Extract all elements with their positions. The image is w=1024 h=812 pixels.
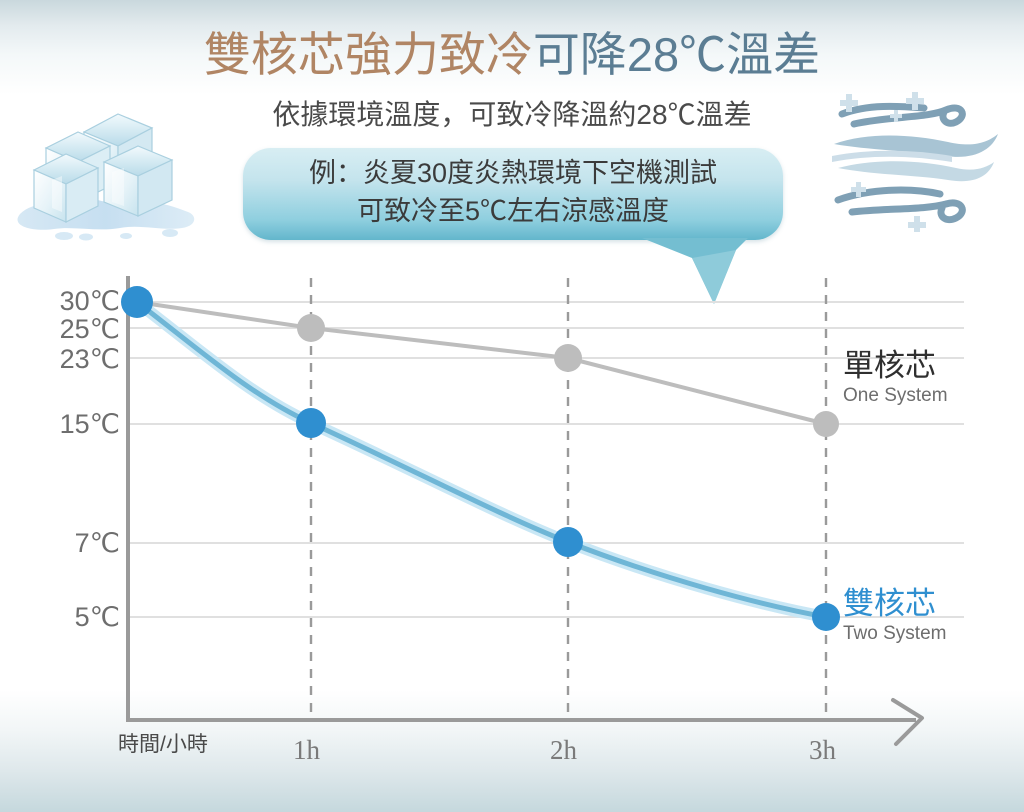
data-point (553, 527, 583, 557)
legend-one-system-cn: 單核芯 (843, 348, 936, 383)
legend-two-system-cn: 雙核芯 (843, 586, 936, 621)
chart-gridlines (128, 301, 964, 618)
y-axis-tick-labels: 30℃ 25℃ 23℃ 15℃ 7℃ 5℃ (20, 0, 120, 812)
data-point (554, 344, 582, 372)
x-tick-3h: 3h (809, 735, 836, 765)
y-tick-7: 7℃ (74, 528, 120, 558)
legend-two-system: 雙核芯 Two System (843, 586, 946, 646)
y-tick-15: 15℃ (59, 409, 120, 439)
series-two-system (121, 286, 840, 631)
callout-bubble: 例：炎夏30度炎熱環境下空機測試 可致冷至5℃左右涼感溫度 (243, 148, 783, 240)
chart-axes (126, 276, 924, 746)
data-point (812, 603, 840, 631)
y-tick-23: 23℃ (59, 344, 120, 374)
page-subtitle: 依據環境溫度，可致冷降溫約28℃溫差 (272, 99, 752, 130)
legend-one-system-en: One System (843, 385, 948, 406)
callout-line-1: 例：炎夏30度炎熱環境下空機測試 (308, 158, 718, 188)
data-point (297, 314, 325, 342)
series-one-system (136, 300, 839, 437)
data-point (813, 411, 839, 437)
data-point (121, 286, 153, 318)
ice-cubes-icon (12, 96, 212, 251)
y-tick-5: 5℃ (74, 602, 120, 632)
x-axis-caption: 時間/小時 (118, 733, 208, 756)
chart-vertical-guides (309, 278, 828, 718)
callout-line-2: 可致冷至5℃左右涼感溫度 (356, 196, 669, 226)
legend-two-system-en: Two System (843, 623, 947, 644)
y-tick-30: 30℃ (59, 286, 120, 316)
y-tick-25: 25℃ (59, 314, 120, 344)
wind-swirl-icon (828, 82, 1008, 234)
page-title-segment-accent: 可降28℃溫差 (532, 28, 821, 81)
x-tick-1h: 1h (293, 735, 320, 765)
data-point (296, 408, 326, 438)
x-tick-2h: 2h (550, 735, 577, 765)
page-title-segment-primary: 雙核芯強力致冷 (203, 28, 533, 81)
legend-one-system: 單核芯 One System (843, 348, 948, 408)
page-title: 雙核芯強力致冷可降28℃溫差 (0, 26, 1024, 84)
